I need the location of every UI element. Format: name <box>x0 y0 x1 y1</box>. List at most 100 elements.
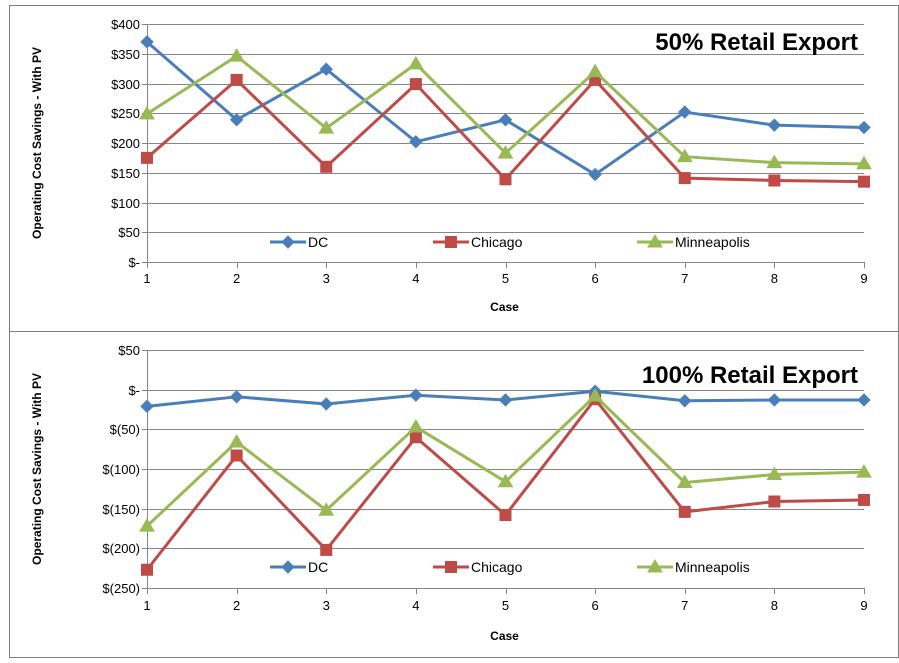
data-point-minneapolis <box>766 154 783 169</box>
y-tick-label: $(100) <box>102 462 140 477</box>
x-tick-label: 4 <box>412 271 419 286</box>
legend-label-minneapolis: Minneapolis <box>675 559 750 575</box>
legend-marker-chicago <box>445 236 457 248</box>
data-point-dc <box>409 135 423 149</box>
chart-title: 100% Retail Export <box>642 362 858 389</box>
x-tick-label: 3 <box>323 598 330 613</box>
data-point-dc <box>319 397 333 411</box>
data-point-minneapolis <box>676 148 693 163</box>
data-point-dc <box>767 118 782 132</box>
data-point-dc <box>678 394 692 408</box>
data-point-chicago <box>230 73 243 86</box>
y-tick-label: $(250) <box>102 581 140 596</box>
data-point-minneapolis <box>676 474 693 488</box>
data-point-chicago <box>409 78 422 91</box>
y-tick-label: $200 <box>111 136 140 151</box>
data-point-chicago <box>678 172 691 185</box>
y-tick-label: $(200) <box>102 541 140 556</box>
y-tick-label: $(150) <box>102 502 140 517</box>
data-point-chicago <box>768 174 781 187</box>
chart-title: 50% Retail Export <box>655 29 858 56</box>
x-axis-title: Case <box>490 300 519 314</box>
data-point-dc <box>857 393 871 407</box>
x-axis-title: Case <box>490 629 519 643</box>
data-point-chicago <box>320 160 333 173</box>
y-axis-title: Operating Cost Savings - With PV <box>30 373 44 565</box>
data-point-chicago <box>499 509 512 522</box>
data-point-minneapolis <box>856 155 872 170</box>
x-tick-label: 2 <box>233 271 240 286</box>
legend-marker-chicago <box>445 561 457 573</box>
series-minneapolis <box>139 388 872 532</box>
x-tick-label: 1 <box>143 271 150 286</box>
legend-label-dc: DC <box>308 234 328 250</box>
panel-50-percent-retail-export: $- $50 $100 $150 $200 $250 $300 $350 $400 1 2 3 4 5 6 7… <box>9 5 899 332</box>
data-point-minneapolis <box>228 48 245 62</box>
data-point-minneapolis <box>497 473 514 488</box>
series-dc <box>140 35 871 182</box>
x-tick-label: 5 <box>502 598 509 613</box>
data-point-minneapolis <box>228 434 245 448</box>
data-point-dc <box>857 120 871 135</box>
data-point-chicago <box>499 173 512 186</box>
data-point-dc <box>678 105 692 119</box>
data-point-chicago <box>230 449 243 462</box>
panel-frame <box>9 5 899 332</box>
x-tick-label: 7 <box>681 598 688 613</box>
data-point-minneapolis <box>408 55 424 70</box>
legend-marker-minneapolis <box>647 559 663 573</box>
data-point-chicago <box>768 495 781 508</box>
data-point-minneapolis <box>318 120 335 134</box>
data-point-minneapolis <box>587 63 603 78</box>
data-point-dc <box>588 167 602 182</box>
y-tick-label: $- <box>128 255 140 270</box>
x-tick-label: 9 <box>860 271 867 286</box>
y-tick-label: $50 <box>118 225 140 240</box>
data-point-dc <box>767 393 782 407</box>
panel-100-percent-retail-export: $(250) $(200) $(150) $(100) $(50) $- $50 1 2 3 4 5 6… <box>9 331 899 658</box>
x-tick-label: 3 <box>323 271 330 286</box>
data-point-minneapolis <box>318 502 335 516</box>
data-point-dc <box>498 393 513 407</box>
data-point-dc <box>229 390 244 404</box>
y-tick-label: $400 <box>111 17 140 32</box>
data-point-chicago <box>858 175 870 188</box>
data-point-minneapolis <box>766 466 783 481</box>
data-point-minneapolis <box>139 105 155 120</box>
data-point-minneapolis <box>856 464 872 478</box>
data-point-dc <box>498 113 513 127</box>
y-axis-title: Operating Cost Savings - With PV <box>30 47 44 239</box>
data-point-minneapolis <box>497 145 514 159</box>
data-point-chicago <box>409 431 422 444</box>
data-point-chicago <box>320 543 333 556</box>
x-tick-label: 5 <box>502 271 509 286</box>
x-tick-label: 9 <box>860 598 867 613</box>
legend-label-chicago: Chicago <box>471 559 523 575</box>
data-point-minneapolis <box>139 518 155 532</box>
legend-label-dc: DC <box>308 559 328 575</box>
legend-label-chicago: Chicago <box>471 234 523 250</box>
data-point-dc <box>319 62 333 76</box>
data-point-minneapolis <box>587 388 603 402</box>
series-minneapolis <box>139 48 872 170</box>
series-chicago <box>141 73 870 188</box>
panel-frame <box>9 331 899 658</box>
data-point-chicago <box>858 493 870 506</box>
x-tick-label: 8 <box>771 598 778 613</box>
y-tick-label: $50 <box>118 343 140 358</box>
series-chicago <box>141 393 870 576</box>
x-tick-label: 7 <box>681 271 688 286</box>
y-tick-label: $100 <box>111 196 140 211</box>
y-tick-label: $250 <box>111 106 140 121</box>
x-tick-label: 2 <box>233 598 240 613</box>
data-point-chicago <box>678 505 691 518</box>
data-point-dc <box>229 113 244 127</box>
y-tick-label: $350 <box>111 47 140 62</box>
data-point-chicago <box>141 563 153 576</box>
y-tick-label: $300 <box>111 77 140 92</box>
data-point-dc <box>140 35 154 49</box>
data-point-minneapolis <box>408 418 424 433</box>
legend-marker-dc <box>281 235 295 249</box>
